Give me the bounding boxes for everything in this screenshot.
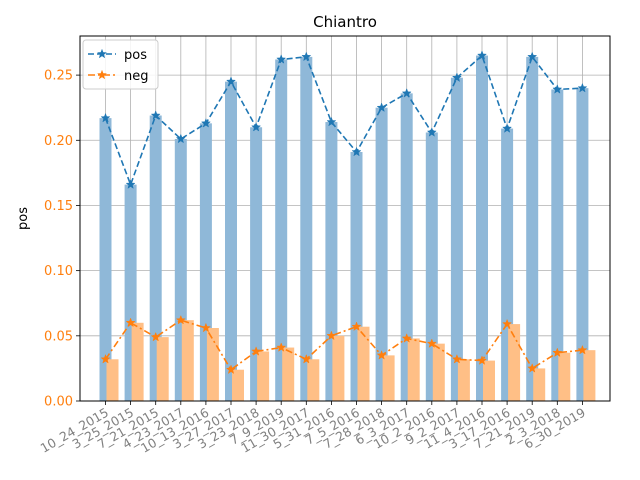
marker-neg	[376, 350, 387, 360]
bar-pos	[501, 128, 514, 401]
marker-neg	[552, 347, 563, 358]
y-tick-label: 0.00	[44, 395, 73, 410]
marker-neg	[150, 331, 161, 342]
bar-neg	[257, 351, 270, 401]
marker-pos	[376, 102, 387, 112]
bar-neg	[457, 359, 470, 401]
bar-pos	[400, 93, 413, 401]
marker-pos	[225, 76, 237, 86]
marker-pos	[552, 84, 563, 94]
bar-pos	[225, 81, 237, 401]
bar-pos	[551, 89, 564, 402]
y-tick-label: 0.15	[44, 199, 73, 214]
marker-pos	[577, 82, 588, 93]
marker-pos	[100, 112, 111, 123]
marker-pos	[426, 127, 437, 137]
bar-pos	[300, 56, 313, 401]
marker-neg	[125, 317, 136, 328]
y-axis: 0.00 0.05 0.10 0.15 0.20 0.25	[44, 69, 80, 410]
bar-pos	[275, 59, 288, 401]
bar-neg	[156, 337, 169, 401]
bar-neg	[332, 335, 345, 401]
marker-pos	[175, 133, 186, 144]
marker-neg	[251, 346, 262, 356]
bar-neg	[583, 350, 596, 401]
marker-pos	[451, 72, 462, 83]
bar-neg	[382, 355, 395, 401]
bar-pos	[476, 55, 488, 402]
y-axis-label: pos	[16, 207, 31, 230]
bar-pos	[149, 115, 162, 402]
bar-neg	[508, 324, 521, 401]
bar-neg	[206, 328, 219, 401]
legend-label-pos: pos	[124, 48, 147, 63]
marker-neg	[527, 363, 538, 373]
bar-neg	[131, 322, 144, 401]
marker-neg	[502, 318, 513, 329]
series-lines	[100, 50, 588, 375]
bar-pos	[250, 127, 263, 401]
marker-pos	[476, 50, 488, 60]
marker-neg	[225, 364, 237, 375]
marker-neg	[100, 353, 111, 364]
bar-neg	[432, 343, 445, 401]
bar-pos	[450, 77, 463, 401]
y-tick-label: 0.10	[44, 264, 73, 279]
marker-neg	[401, 333, 412, 343]
marker-pos	[150, 110, 161, 120]
y-tick-label: 0.20	[44, 134, 73, 149]
marker-neg	[451, 353, 462, 364]
bar-neg	[533, 368, 546, 401]
marker-pos	[251, 121, 262, 132]
marker-pos	[351, 146, 362, 157]
marker-neg	[175, 314, 186, 325]
bar-neg	[307, 359, 320, 401]
marker-neg	[426, 338, 437, 348]
marker-neg	[276, 342, 287, 352]
bar-neg	[282, 347, 295, 401]
bar-neg	[357, 326, 370, 401]
bar-pos	[526, 56, 539, 401]
bar-pos	[425, 132, 438, 401]
bar-neg	[558, 352, 571, 401]
bar-pos	[99, 118, 112, 401]
marker-neg	[476, 355, 488, 365]
marker-pos	[200, 118, 211, 128]
marker-neg	[301, 353, 312, 364]
marker-pos	[276, 54, 287, 64]
bar-neg	[106, 359, 119, 401]
bar-neg	[483, 360, 495, 401]
bar-pos	[325, 122, 338, 402]
bar-neg	[407, 338, 420, 401]
marker-pos	[401, 88, 412, 98]
marker-neg	[200, 322, 211, 333]
bar-neg	[181, 320, 194, 401]
bars	[99, 55, 596, 402]
bar-pos	[375, 107, 388, 402]
legend-label-neg: neg	[124, 69, 149, 84]
line-pos	[104, 54, 583, 187]
line-neg	[104, 319, 583, 371]
chart-title: Chiantro	[313, 13, 377, 31]
y-tick-label: 0.05	[44, 329, 73, 344]
marker-pos	[527, 51, 538, 62]
y-tick-label: 0.25	[44, 69, 73, 84]
marker-pos	[125, 179, 136, 189]
marker-neg	[351, 321, 362, 331]
marker-pos	[301, 51, 312, 62]
legend-marker-neg	[96, 69, 108, 80]
bar-pos	[576, 88, 589, 402]
legend: pos neg	[82, 39, 159, 90]
bar-neg	[232, 369, 244, 401]
marker-neg	[577, 344, 588, 355]
marker-pos	[502, 123, 513, 133]
x-axis: 10_24_20153_25_20157_21_20154_23_201710_…	[38, 401, 588, 456]
plot-frame	[79, 35, 611, 402]
legend-marker-pos	[96, 48, 108, 59]
marker-neg	[326, 330, 337, 341]
marker-pos	[326, 116, 337, 127]
